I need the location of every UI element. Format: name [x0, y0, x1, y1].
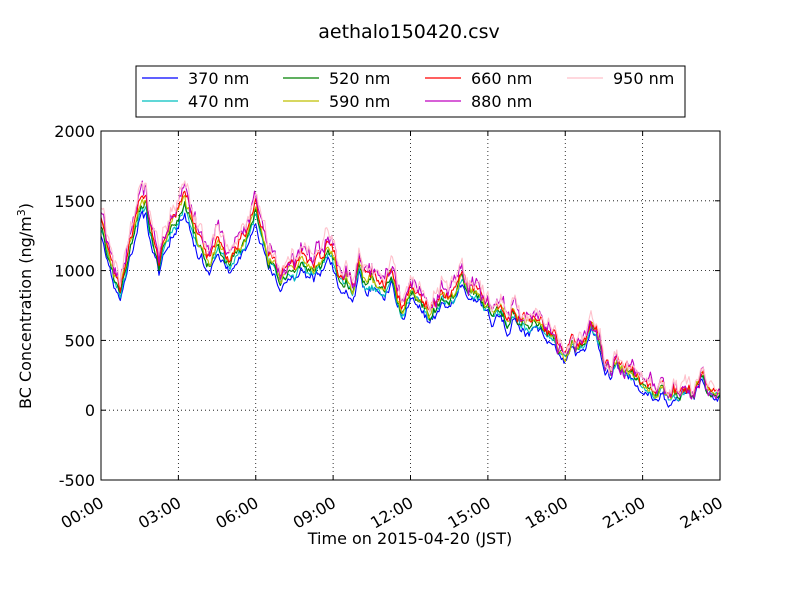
- y-axis-label-superscript: 3: [15, 209, 28, 216]
- y-tick-label: -500: [59, 471, 95, 490]
- series-line-590-nm: [100, 194, 721, 400]
- y-axis-label-close: ): [16, 203, 35, 209]
- x-tick-label: 00:00: [58, 493, 107, 533]
- y-tick-label: 2000: [54, 122, 95, 141]
- legend: 370 nm 470 nm 520 nm 590 nm 660 nm 880 nm 950 …: [135, 65, 686, 118]
- legend-label: 520 nm: [329, 69, 390, 88]
- axis-ticks: 00:00 03:00 06:00 09:00 12:00 15:00 18:00 21:00…: [54, 122, 726, 533]
- x-tick-label: 18:00: [522, 493, 571, 533]
- x-tick-label: 09:00: [290, 493, 339, 533]
- gridlines: [101, 131, 720, 480]
- x-tick-label: 12:00: [367, 493, 416, 533]
- y-tick-label: 1500: [54, 192, 95, 211]
- legend-frame: [135, 65, 686, 118]
- y-axis-label: BC Concentration (ng/m3): [15, 203, 35, 409]
- series-lines: [100, 180, 721, 408]
- y-axis-label-main: BC Concentration (ng/m: [16, 216, 35, 409]
- x-tick-label: 24:00: [677, 493, 726, 533]
- x-axis-label: Time on 2015-04-20 (JST): [307, 529, 512, 548]
- x-tick-label: 15:00: [444, 493, 493, 533]
- legend-label: 370 nm: [188, 69, 249, 88]
- legend-label: 590 nm: [329, 92, 390, 111]
- y-tick-label: 0: [85, 401, 95, 420]
- x-tick-label: 06:00: [212, 493, 261, 533]
- y-tick-label: 500: [64, 331, 95, 350]
- series-line-370-nm: [100, 210, 721, 408]
- x-tick-label: 21:00: [599, 493, 648, 533]
- chart-title: aethalo150420.csv: [318, 21, 500, 43]
- legend-label: 470 nm: [188, 92, 249, 111]
- legend-label: 950 nm: [613, 69, 674, 88]
- legend-label: 880 nm: [471, 92, 532, 111]
- series-line-950-nm: [100, 180, 721, 397]
- legend-label: 660 nm: [471, 69, 532, 88]
- y-tick-label: 1000: [54, 262, 95, 281]
- x-tick-label: 03:00: [135, 493, 184, 533]
